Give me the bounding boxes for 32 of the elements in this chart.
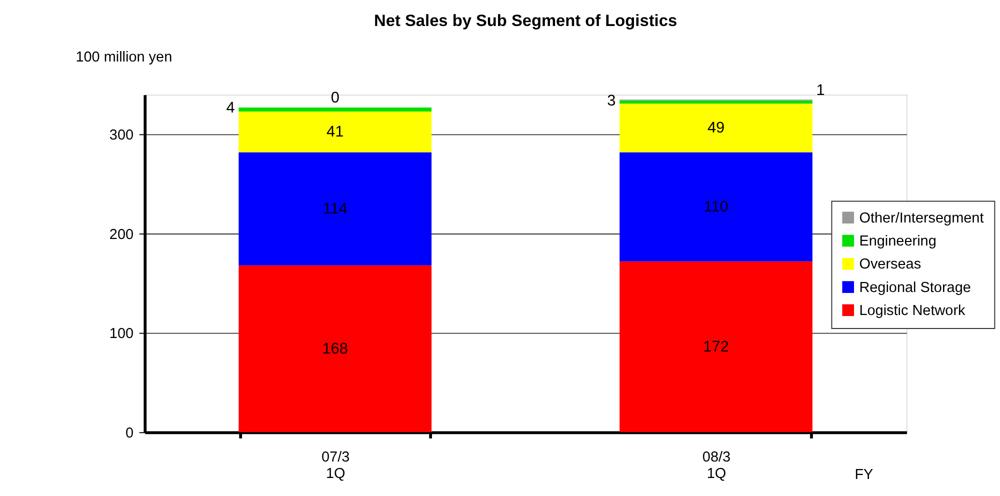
legend-label: Regional Storage bbox=[859, 280, 971, 296]
data-label: 1 bbox=[816, 82, 825, 99]
bar bbox=[238, 265, 432, 432]
x-tick-label: 08/3 1Q bbox=[702, 450, 731, 482]
y-tick-label: 100 bbox=[109, 326, 134, 342]
data-label: 0 bbox=[330, 90, 340, 107]
data-label: 168 bbox=[322, 340, 348, 358]
chart-title: Net Sales by Sub Segment of Logistics bbox=[374, 12, 678, 30]
data-label: 172 bbox=[703, 338, 729, 356]
bar bbox=[238, 112, 432, 152]
data-label: 3 bbox=[607, 92, 616, 110]
legend-label: Engineering bbox=[859, 234, 936, 250]
bar bbox=[620, 104, 812, 152]
bar bbox=[620, 152, 812, 262]
legend-label: Other/Intersegment bbox=[859, 210, 984, 226]
y-tick-label: 300 bbox=[109, 128, 134, 144]
legend-label: Overseas bbox=[859, 256, 922, 273]
data-label: 41 bbox=[326, 124, 344, 141]
legend-label: Logistic Network bbox=[859, 303, 966, 319]
data-label: 4 bbox=[226, 99, 236, 116]
x-axis-title: FY bbox=[854, 466, 874, 483]
bar bbox=[238, 108, 432, 112]
y-tick-label: 0 bbox=[126, 425, 134, 442]
y-axis-title: 100 million yen bbox=[76, 49, 172, 66]
data-label: 49 bbox=[707, 120, 725, 137]
x-tick-label: 07/3 1Q bbox=[322, 450, 350, 482]
y-tick-label: 200 bbox=[109, 226, 134, 243]
data-label: 114 bbox=[322, 200, 348, 218]
bar bbox=[238, 152, 432, 266]
data-label: 110 bbox=[704, 198, 728, 216]
bar bbox=[620, 100, 812, 104]
bar bbox=[620, 261, 812, 432]
